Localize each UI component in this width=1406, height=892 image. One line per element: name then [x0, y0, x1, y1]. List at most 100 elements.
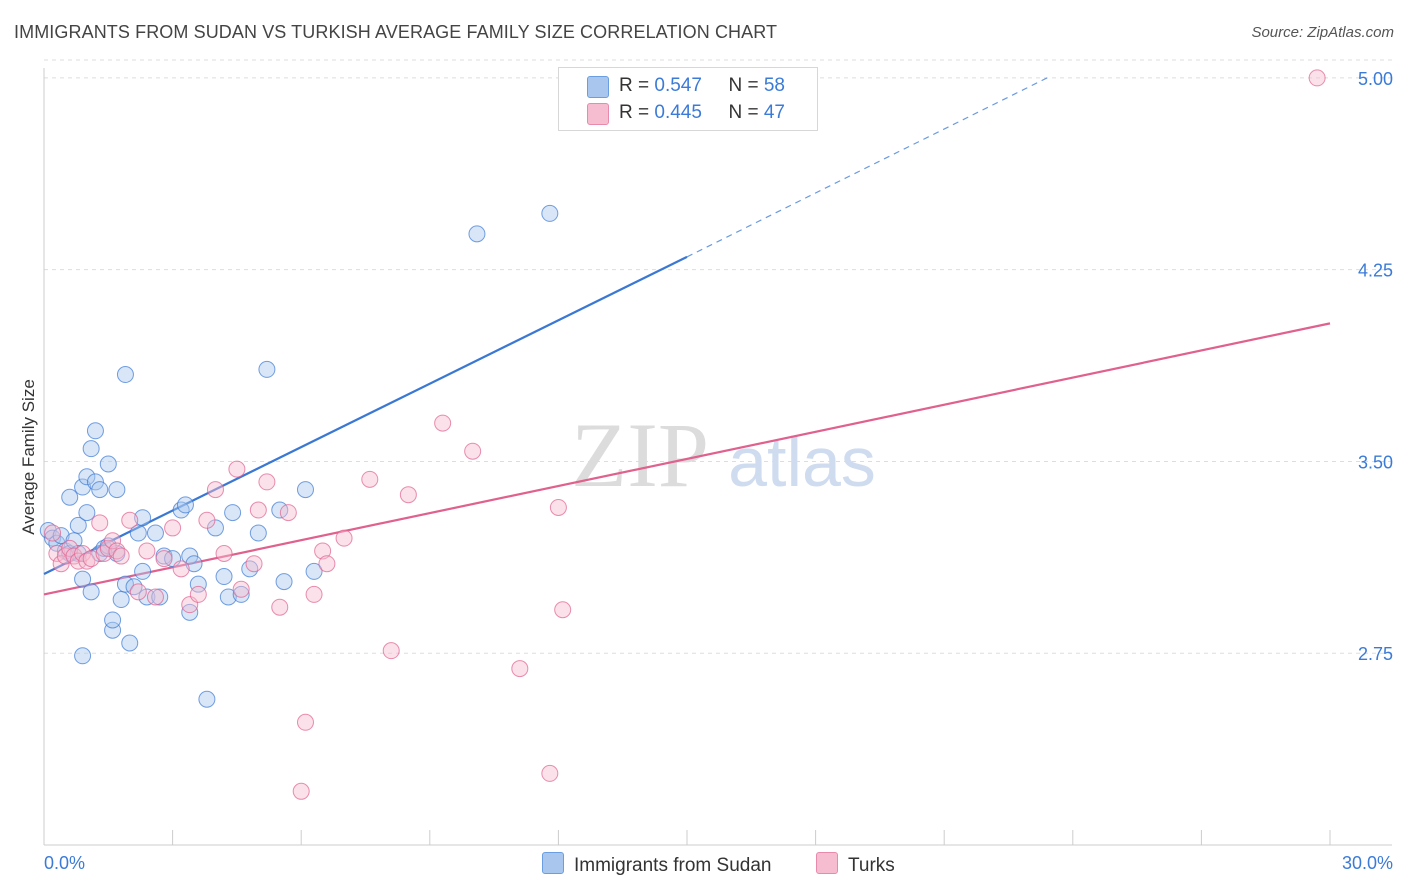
sudan-point — [219, 588, 237, 606]
x-tick-label-max: 30.0% — [1342, 853, 1393, 873]
sudan-point — [74, 647, 92, 665]
turks-point — [74, 545, 92, 563]
legend-r-value: 0.547 — [654, 75, 702, 96]
sudan-trend-line — [43, 255, 688, 575]
sudan-point — [541, 204, 559, 222]
y-tick-label: 5.00 — [1358, 69, 1393, 89]
legend-swatch-blue — [542, 852, 564, 874]
legend-swatch-blue — [587, 76, 609, 98]
y-tick-label: 2.75 — [1358, 644, 1393, 664]
y-tick-label: 4.25 — [1358, 261, 1393, 281]
turks-point — [91, 514, 109, 532]
sudan-point — [86, 473, 104, 491]
turks-trend-line — [43, 322, 1331, 596]
sudan-point — [116, 366, 134, 384]
turks-point — [198, 511, 216, 529]
sudan-point — [74, 570, 92, 588]
turks-point — [249, 501, 267, 519]
trend-lines — [43, 77, 1331, 596]
sudan-point — [232, 585, 250, 603]
turks-point — [399, 486, 417, 504]
turks-point — [258, 473, 276, 491]
sudan-point — [91, 481, 109, 499]
legend-r-label: R = — [619, 102, 655, 123]
turks-point — [554, 601, 572, 619]
turks-point — [279, 504, 297, 522]
sudan-point — [112, 591, 130, 609]
axes — [43, 68, 1392, 846]
turks-point — [318, 555, 336, 573]
sudan-point — [296, 481, 314, 499]
sudan-point — [258, 360, 276, 378]
turks-point — [335, 529, 353, 547]
legend-n-value: 58 — [763, 75, 785, 96]
turks-point — [228, 460, 246, 478]
turks-point — [511, 660, 529, 678]
sudan-point — [82, 440, 100, 458]
sudan-point — [249, 524, 267, 542]
sudan-point — [78, 468, 96, 486]
watermark-atlas: atlas — [728, 423, 876, 501]
sudan-point — [176, 496, 194, 514]
legend-swatch-pink — [587, 103, 609, 125]
sudan-point — [215, 568, 233, 586]
watermark: ZIP atlas — [571, 404, 876, 506]
turks-point — [138, 542, 156, 560]
turks-point — [434, 414, 452, 432]
sudan-point — [104, 621, 122, 639]
y-axis-label: Average Family Size — [19, 379, 38, 535]
turks-point — [69, 552, 87, 570]
watermark-zip: ZIP — [571, 404, 709, 506]
turks-point — [245, 555, 263, 573]
sudan-trend-extension — [686, 77, 1048, 258]
turks-point — [541, 764, 559, 782]
turks-point — [52, 555, 70, 573]
legend-label-sudan: Immigrants from Sudan — [574, 855, 772, 876]
sudan-point — [189, 575, 207, 593]
legend-item-sudan: Immigrants from Sudan — [542, 852, 771, 877]
sudan-point — [134, 509, 152, 527]
turks-point — [549, 498, 567, 516]
legend-n-label: N = — [728, 102, 764, 123]
turks-point — [164, 519, 182, 537]
turks-point — [305, 585, 323, 603]
turks-point — [314, 542, 332, 560]
turks-point — [61, 539, 79, 557]
turks-point — [112, 547, 130, 565]
sudan-point — [275, 573, 293, 591]
sudan-point — [121, 634, 139, 652]
turks-point — [82, 550, 100, 568]
turks-point — [292, 782, 310, 800]
turks-point — [361, 470, 379, 488]
legend-label-turks: Turks — [848, 855, 895, 876]
sudan-point — [86, 422, 104, 440]
chart-title: IMMIGRANTS FROM SUDAN VS TURKISH AVERAGE… — [14, 22, 778, 42]
turks-point — [296, 713, 314, 731]
sudan-point — [185, 555, 203, 573]
turks-point — [382, 642, 400, 660]
turks-point — [121, 511, 139, 529]
sudan-point — [74, 478, 92, 496]
sudan-point — [129, 524, 147, 542]
sudan-point — [78, 504, 96, 522]
legend-n-value: 47 — [763, 102, 785, 123]
sudan-point — [198, 690, 216, 708]
sudan-point — [108, 481, 126, 499]
turks-point — [44, 524, 62, 542]
turks-point — [146, 588, 164, 606]
turks-point — [189, 585, 207, 603]
turks-point — [1308, 69, 1326, 87]
sudan-point — [305, 562, 323, 580]
sudan-point — [99, 455, 117, 473]
sudan-point — [151, 588, 169, 606]
sudan-point — [138, 588, 156, 606]
sudan-point — [181, 547, 199, 565]
source-credit: Source: ZipAtlas.com — [1251, 24, 1394, 41]
legend-item-turks: Turks — [816, 852, 895, 877]
legend-n-label: N = — [728, 75, 764, 96]
turks-point — [271, 598, 289, 616]
turks-point — [56, 547, 74, 565]
sudan-point — [146, 524, 164, 542]
sudan-point — [69, 516, 87, 534]
